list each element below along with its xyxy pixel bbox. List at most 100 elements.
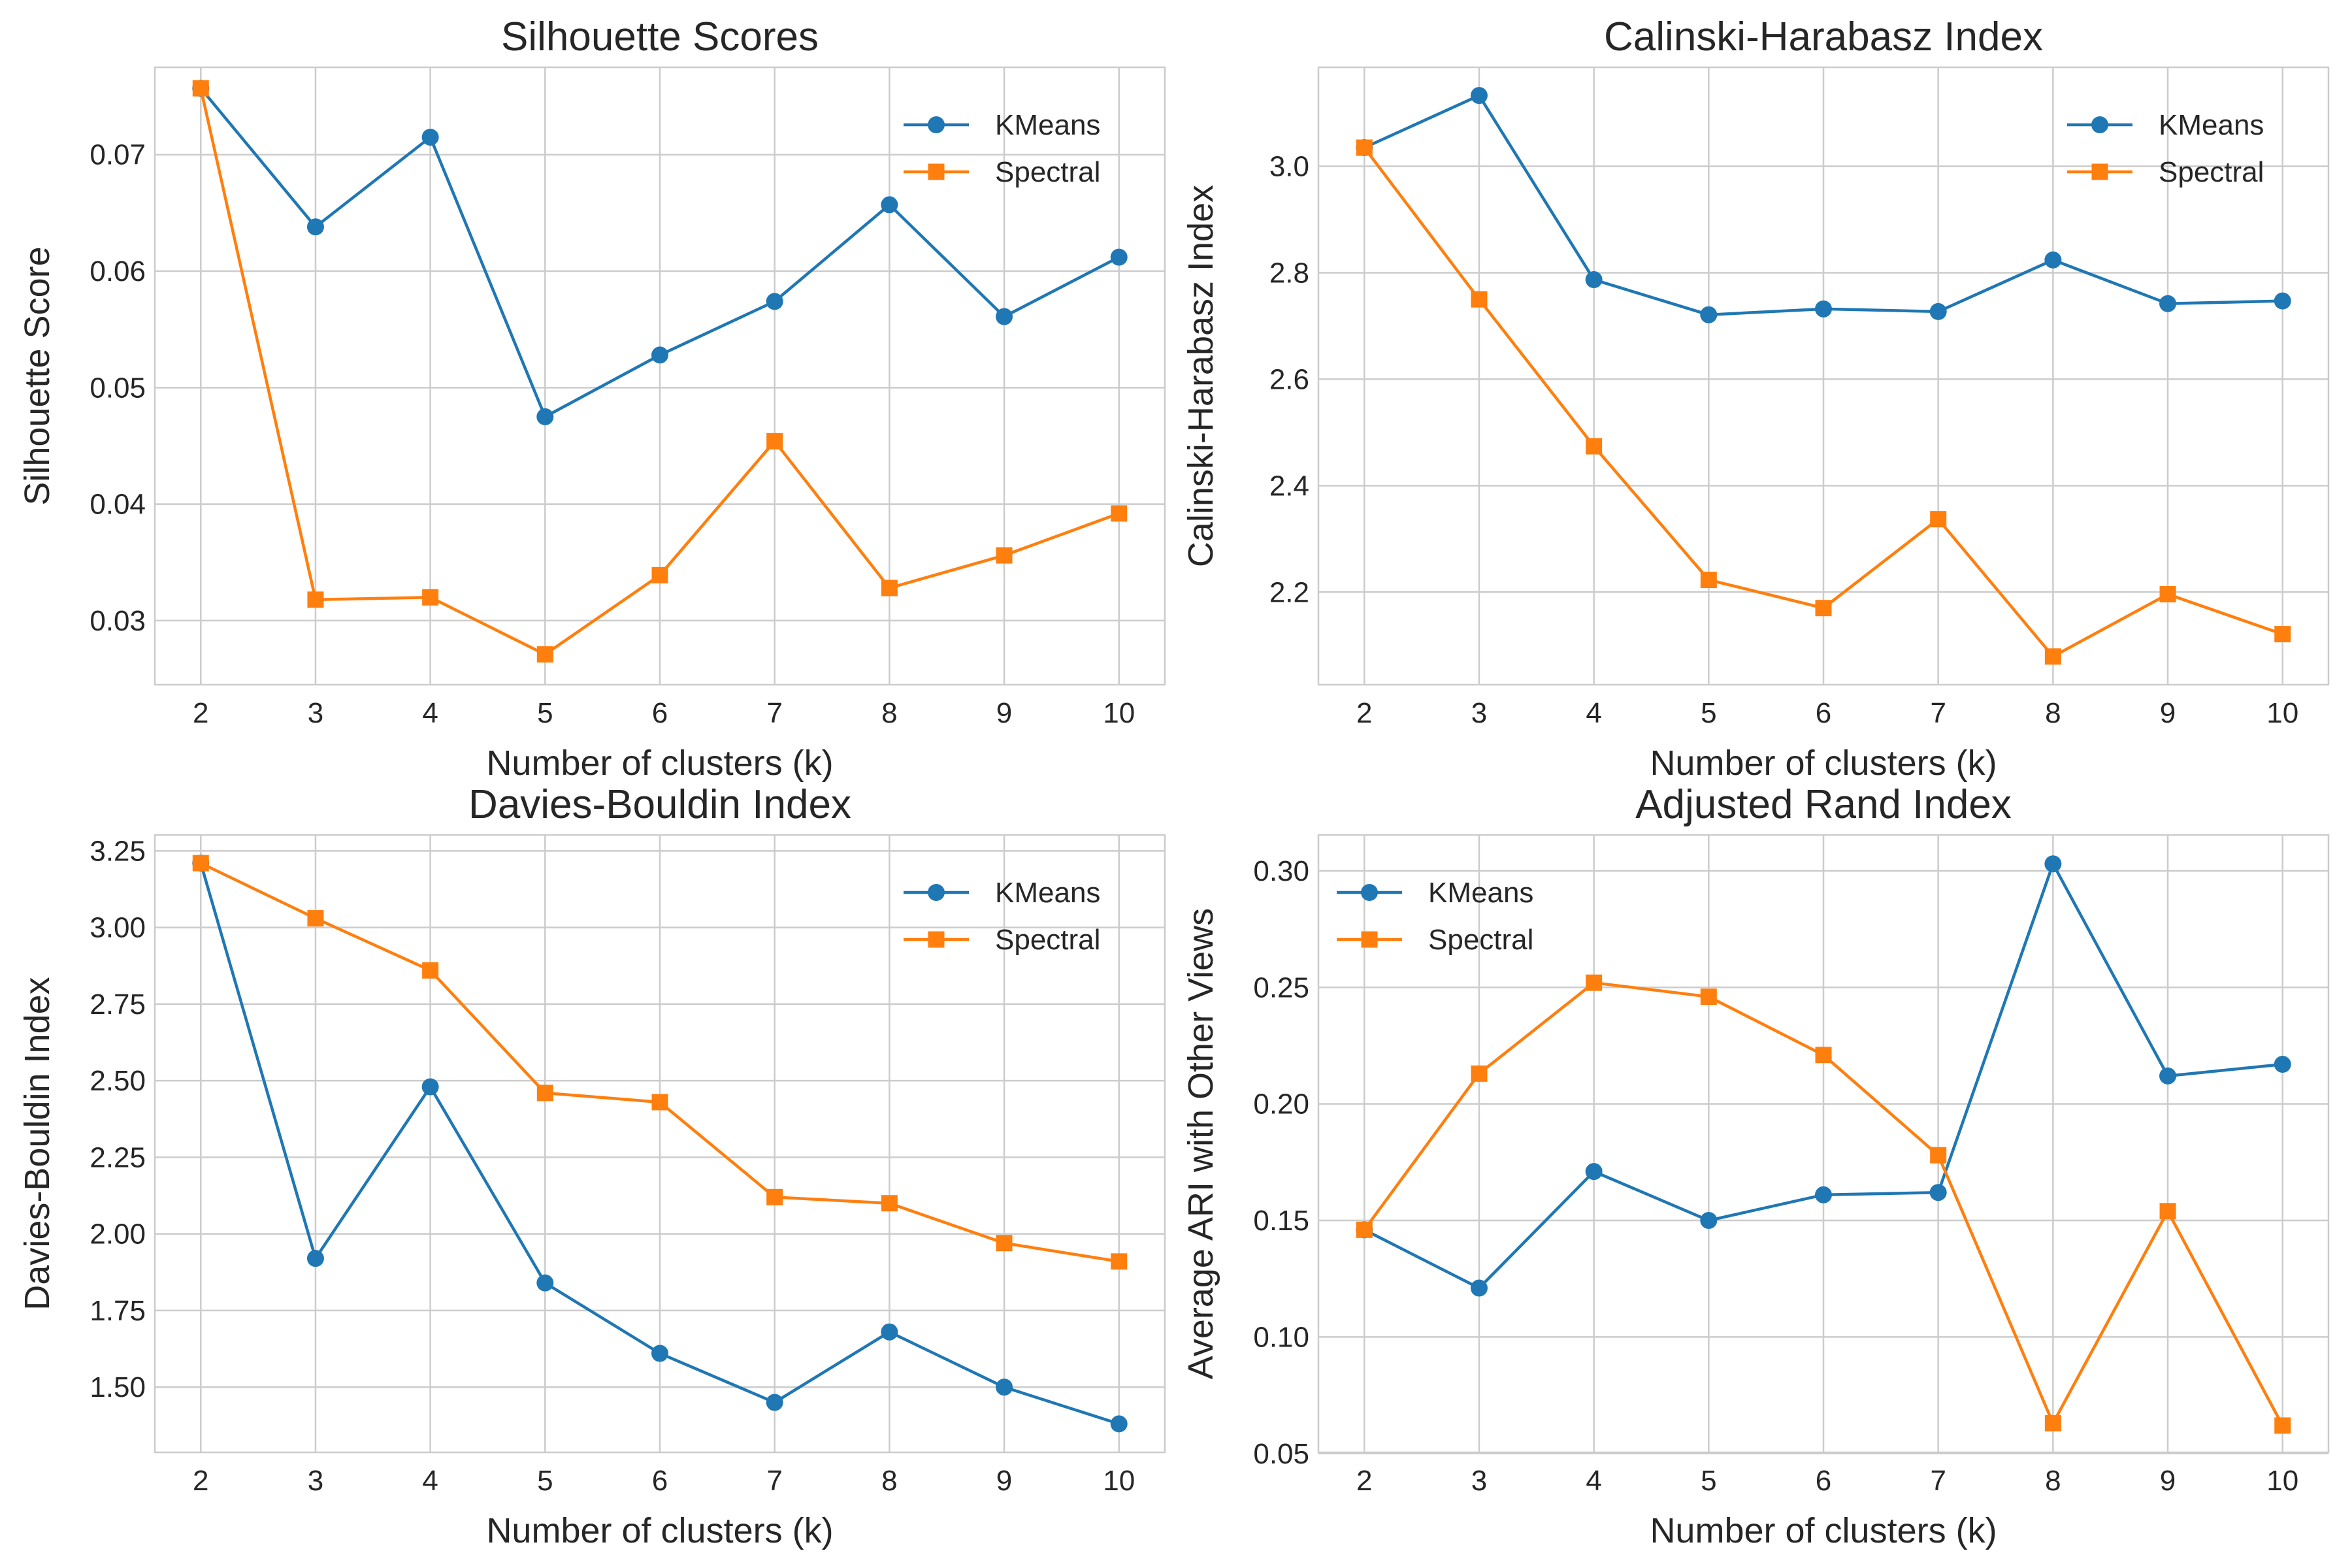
y-tick-label: 2.8: [1269, 257, 1309, 289]
kmeans-point: [881, 1323, 898, 1341]
spectral-point: [1586, 974, 1603, 991]
x-tick-label: 9: [2160, 1465, 2176, 1497]
x-tick-label: 7: [1930, 1465, 1946, 1497]
kmeans-point: [2274, 292, 2291, 310]
kmeans-point: [651, 1345, 668, 1362]
spectral-point: [1356, 139, 1373, 156]
y-tick-label: 3.25: [90, 835, 146, 867]
kmeans-point: [2044, 251, 2062, 269]
kmeans-point: [306, 218, 324, 236]
silhouette-scores-panel: 2 3 4 5 6 7 8 9 10 0.03 0.04 0.05 0.06 0.07 Silhouette…: [18, 14, 1166, 783]
x-axis-label: Number of clusters (k): [486, 1511, 833, 1550]
spectral-point: [1586, 438, 1603, 455]
kmeans-point: [1110, 248, 1128, 266]
legend: KMeans Spectral: [904, 877, 1100, 956]
y-tick-label: 3.00: [90, 912, 146, 944]
y-tick-label: 0.07: [90, 139, 146, 171]
y-tick-label: 0.03: [90, 605, 146, 637]
x-axis-label: Number of clusters (k): [1650, 743, 1997, 783]
kmeans-point: [651, 346, 668, 364]
kmeans-point: [1585, 1163, 1603, 1181]
y-tick-label: 1.50: [90, 1371, 146, 1403]
x-tick-label: 7: [766, 1465, 782, 1497]
x-tick-label: 7: [1930, 697, 1946, 729]
legend-spectral-label: Spectral: [995, 156, 1100, 188]
spectral-point: [2159, 586, 2176, 603]
legend-kmeans-marker: [1361, 884, 1378, 901]
x-axis-label: Number of clusters (k): [1650, 1511, 1997, 1550]
spectral-point: [2044, 648, 2061, 665]
y-axis-label: Davies-Bouldin Index: [18, 977, 57, 1310]
kmeans-point: [766, 293, 783, 310]
y-tick-label: 0.30: [1253, 855, 1309, 887]
y-tick-label: 0.20: [1253, 1088, 1309, 1120]
spectral-point: [766, 433, 783, 449]
x-tick-label: 10: [2266, 1465, 2298, 1497]
kmeans-point: [2274, 1056, 2291, 1073]
legend: KMeans Spectral: [1337, 877, 1533, 956]
spectral-point: [2044, 1414, 2061, 1431]
kmeans-point: [996, 308, 1013, 325]
spectral-point: [1356, 1221, 1373, 1238]
legend-spectral-marker: [928, 163, 945, 180]
spectral-point: [192, 855, 209, 872]
x-tick-label: 8: [2045, 697, 2061, 729]
plot-frame: [1317, 834, 2330, 1454]
spectral-point: [422, 589, 439, 606]
x-tick-label: 3: [1471, 1465, 1487, 1497]
kmeans-point: [2159, 1067, 2177, 1085]
spectral-point: [1815, 600, 1832, 617]
x-tick-label: 9: [2160, 697, 2176, 729]
chart-title: Davies-Bouldin Index: [468, 782, 851, 827]
x-tick-label: 4: [1586, 1465, 1601, 1497]
legend: KMeans Spectral: [904, 109, 1100, 188]
x-tick-label: 10: [1103, 697, 1135, 729]
kmeans-point: [2044, 855, 2062, 873]
x-tick-label: 8: [881, 1465, 897, 1497]
legend-kmeans-label: KMeans: [2159, 109, 2264, 141]
y-tick-label: 0.25: [1253, 972, 1309, 1004]
spectral-point: [766, 1188, 783, 1205]
spectral-point: [536, 646, 553, 663]
spectral-point: [996, 547, 1013, 564]
y-axis-label: Average ARI with Other Views: [1181, 908, 1220, 1379]
spectral-point: [192, 80, 209, 97]
spectral-point: [881, 580, 898, 596]
y-tick-label: 3.0: [1269, 151, 1309, 183]
y-tick-label: 2.4: [1269, 470, 1309, 502]
y-tick-label: 0.05: [90, 372, 146, 404]
kmeans-point: [421, 128, 439, 146]
x-tick-label: 2: [1356, 697, 1372, 729]
legend-spectral-label: Spectral: [1428, 924, 1533, 956]
adjusted-rand-index-panel: 2 3 4 5 6 7 8 9 10 0.05 0.10 0.15 0.20 0.25 0.30 Adjust…: [1181, 782, 2330, 1550]
kmeans-point: [421, 1078, 439, 1096]
calinski-harabasz-panel: 2 3 4 5 6 7 8 9 10 2.2 2.4 2.6 2.8 3.0 Calinski-Haraba…: [1181, 14, 2330, 783]
spectral-point: [1471, 291, 1488, 308]
spectral-point: [422, 962, 439, 979]
legend-kmeans-label: KMeans: [1428, 877, 1533, 909]
spectral-point: [651, 566, 668, 583]
x-tick-label: 8: [881, 697, 897, 729]
legend-kmeans-marker: [928, 116, 945, 133]
kmeans-point: [1470, 87, 1488, 105]
legend-spectral-marker: [1361, 931, 1378, 948]
spectral-point: [1930, 1147, 1947, 1164]
x-tick-label: 5: [537, 1465, 553, 1497]
y-tick-label: 1.75: [90, 1295, 146, 1327]
spectral-point: [536, 1085, 553, 1102]
x-tick-label: 3: [308, 1465, 323, 1497]
x-tick-label: 9: [996, 697, 1012, 729]
plot-frame: [1317, 66, 2330, 686]
x-tick-label: 9: [996, 1465, 1012, 1497]
spectral-point: [1111, 1253, 1128, 1270]
kmeans-point: [536, 1274, 554, 1292]
spectral-point: [996, 1235, 1013, 1252]
y-tick-label: 2.25: [90, 1141, 146, 1173]
spectral-point: [2159, 1203, 2176, 1220]
x-tick-label: 6: [652, 697, 668, 729]
kmeans-point: [1929, 302, 1947, 320]
x-tick-label: 5: [1701, 697, 1716, 729]
y-tick-label: 0.15: [1253, 1205, 1309, 1237]
y-tick-label: 2.00: [90, 1218, 146, 1250]
